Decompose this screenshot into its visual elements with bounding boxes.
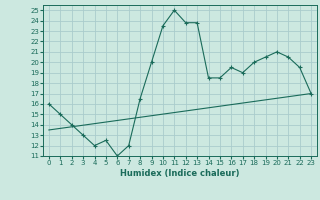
X-axis label: Humidex (Indice chaleur): Humidex (Indice chaleur) (120, 169, 240, 178)
